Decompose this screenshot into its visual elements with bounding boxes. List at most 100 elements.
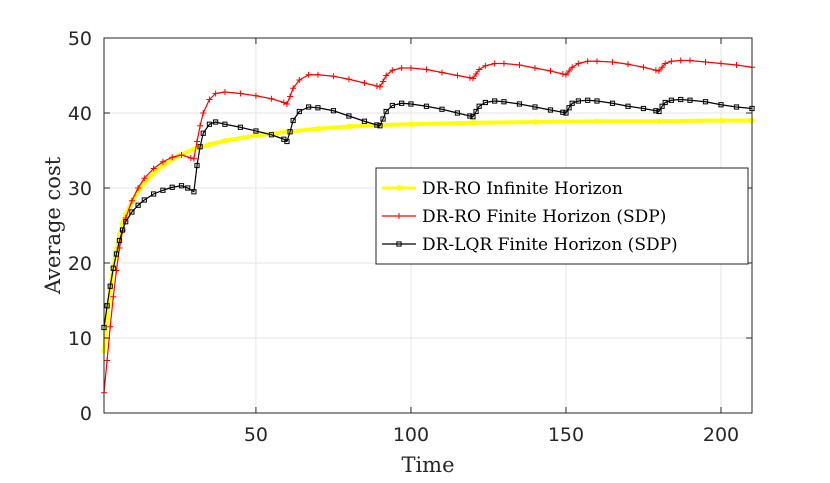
y-tick-label: 50 bbox=[68, 28, 92, 50]
data-point bbox=[389, 67, 396, 74]
data-point bbox=[212, 90, 219, 97]
data-point bbox=[305, 71, 312, 78]
data-point bbox=[733, 62, 740, 68]
data-point bbox=[482, 99, 488, 106]
x-tick-label: 50 bbox=[244, 424, 268, 446]
data-point bbox=[284, 129, 290, 135]
data-point bbox=[396, 213, 402, 219]
data-point bbox=[290, 85, 297, 92]
data-point bbox=[345, 76, 352, 83]
data-point bbox=[361, 118, 368, 124]
y-tick-label: 10 bbox=[68, 328, 92, 350]
data-point bbox=[566, 68, 573, 74]
data-point bbox=[287, 93, 294, 100]
data-point bbox=[104, 303, 110, 309]
data-point bbox=[585, 97, 591, 103]
y-tick-label: 20 bbox=[68, 253, 92, 275]
data-point bbox=[584, 58, 591, 65]
data-point bbox=[110, 293, 117, 300]
data-point bbox=[185, 185, 191, 191]
data-point bbox=[625, 103, 631, 109]
data-point bbox=[575, 98, 581, 104]
legend-entry: DR-RO Finite Horizon (SDP) bbox=[382, 207, 666, 227]
data-point bbox=[609, 59, 616, 65]
data-point bbox=[222, 138, 228, 144]
data-point bbox=[107, 283, 113, 289]
data-point bbox=[547, 107, 554, 113]
data-point bbox=[594, 118, 600, 124]
data-point bbox=[151, 191, 157, 197]
data-point bbox=[206, 141, 213, 148]
data-point bbox=[718, 117, 724, 124]
data-point bbox=[717, 60, 724, 67]
data-point bbox=[374, 122, 380, 128]
data-point bbox=[141, 175, 148, 182]
data-point bbox=[501, 99, 507, 105]
data-point bbox=[194, 162, 200, 169]
data-point bbox=[169, 154, 176, 161]
data-point bbox=[222, 121, 228, 127]
data-point bbox=[566, 105, 572, 111]
data-point bbox=[135, 202, 141, 208]
data-point bbox=[252, 92, 259, 99]
data-point bbox=[559, 71, 566, 77]
data-point bbox=[135, 185, 142, 191]
data-point bbox=[104, 357, 111, 364]
data-point bbox=[159, 158, 166, 165]
data-point bbox=[376, 83, 383, 90]
data-point bbox=[652, 67, 659, 74]
data-point bbox=[206, 96, 213, 103]
data-point bbox=[470, 114, 476, 120]
x-tick-label: 100 bbox=[393, 424, 429, 446]
data-point bbox=[466, 74, 473, 81]
data-point bbox=[653, 108, 659, 114]
legend: DR-RO Infinite Horizon DR-RO Finite Hori… bbox=[375, 167, 749, 265]
data-point bbox=[492, 98, 498, 104]
data-point bbox=[120, 227, 126, 233]
data-point bbox=[178, 152, 185, 158]
data-point bbox=[662, 60, 669, 67]
legend-marker bbox=[396, 213, 402, 219]
data-point bbox=[123, 219, 129, 225]
data-point bbox=[380, 116, 386, 122]
data-point bbox=[532, 119, 538, 125]
data-point bbox=[659, 103, 665, 109]
data-point bbox=[190, 155, 197, 162]
data-point bbox=[398, 65, 405, 71]
data-point bbox=[532, 104, 538, 110]
data-point bbox=[373, 83, 380, 89]
legend-entry: DR-RO Infinite Horizon bbox=[382, 179, 623, 199]
legend-entry: DR-LQR Finite Horizon (SDP) bbox=[382, 235, 678, 255]
y-tick-label: 0 bbox=[80, 403, 92, 425]
data-point bbox=[659, 64, 666, 71]
data-point bbox=[560, 109, 566, 115]
x-axis-label: Time bbox=[401, 453, 454, 477]
data-point bbox=[110, 265, 116, 271]
data-point bbox=[470, 120, 476, 126]
data-point bbox=[575, 60, 582, 67]
data-point bbox=[569, 64, 576, 71]
legend-box bbox=[375, 167, 749, 265]
data-point bbox=[677, 57, 684, 64]
data-point bbox=[408, 101, 414, 107]
data-point bbox=[160, 187, 166, 193]
data-point bbox=[107, 323, 114, 330]
data-point bbox=[702, 59, 709, 65]
data-point bbox=[678, 96, 684, 103]
data-point bbox=[594, 98, 600, 104]
data-point bbox=[330, 73, 337, 80]
data-point bbox=[562, 71, 569, 78]
data-point bbox=[396, 185, 402, 191]
data-point bbox=[253, 128, 259, 134]
y-tick-label: 30 bbox=[68, 178, 92, 200]
series-layer bbox=[101, 57, 755, 396]
data-point bbox=[346, 113, 352, 119]
data-point bbox=[718, 102, 724, 108]
data-point bbox=[476, 66, 483, 73]
data-point bbox=[563, 110, 569, 116]
data-point bbox=[516, 101, 523, 107]
data-point bbox=[476, 103, 482, 109]
data-point bbox=[624, 61, 631, 68]
data-point bbox=[531, 65, 538, 71]
data-point bbox=[516, 62, 523, 68]
